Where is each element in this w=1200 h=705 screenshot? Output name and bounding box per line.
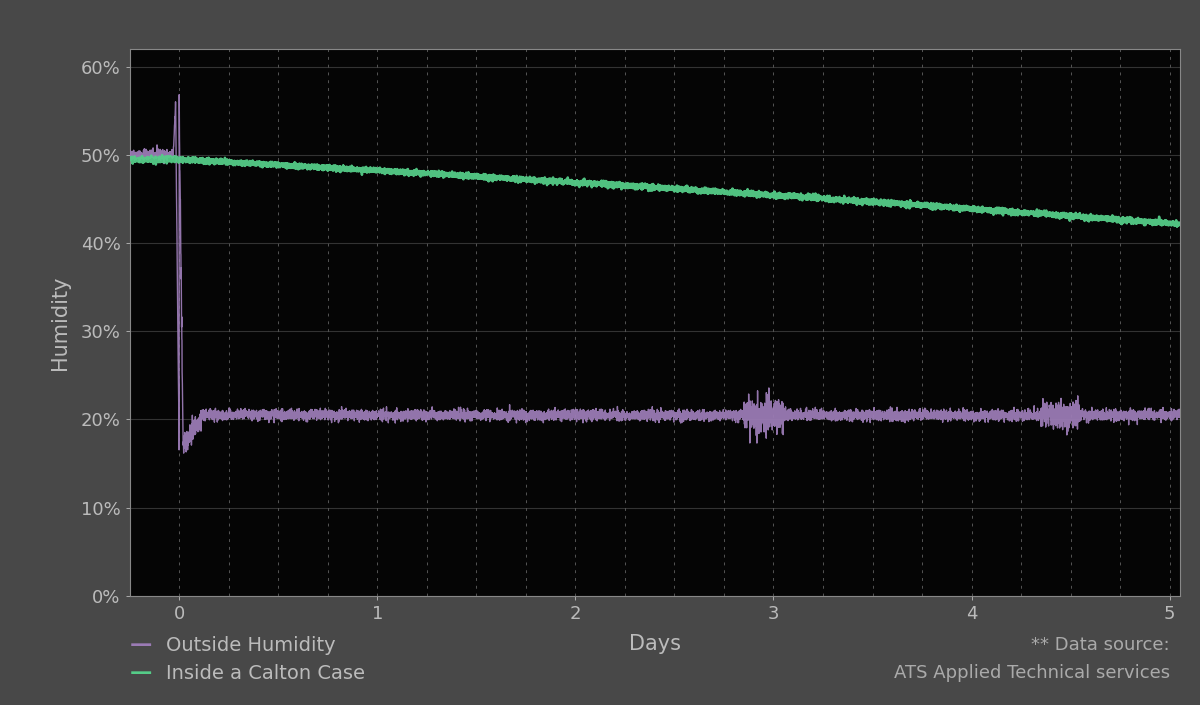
Y-axis label: Humidity: Humidity [49, 275, 70, 370]
Text: Outside Humidity: Outside Humidity [166, 636, 335, 654]
Text: —: — [130, 663, 152, 683]
X-axis label: Days: Days [629, 634, 680, 654]
Text: —: — [130, 635, 152, 655]
Text: Inside a Calton Case: Inside a Calton Case [166, 664, 365, 682]
Text: ** Data source:: ** Data source: [1031, 636, 1170, 654]
Text: ATS Applied Technical services: ATS Applied Technical services [894, 664, 1170, 682]
